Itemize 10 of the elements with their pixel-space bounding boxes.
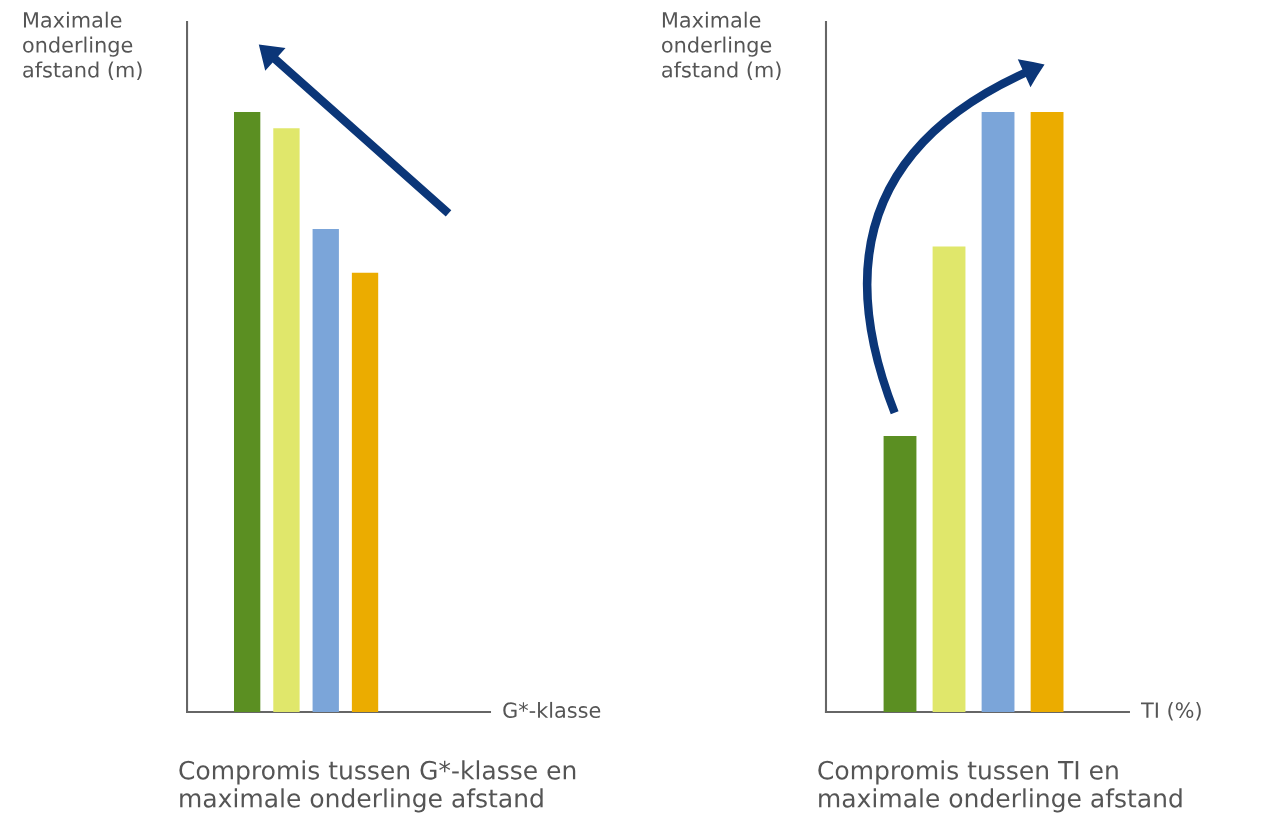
y-axis-title: Maximale onderlinge afstand (m)	[662, 11, 781, 81]
y-axis-title: Maximale onderlinge afstand (m)	[23, 11, 142, 81]
bar	[351, 272, 379, 712]
bar	[273, 128, 300, 712]
text: Compromis tussen TI en maximale onderlinge afstand	[818, 760, 1182, 813]
bar	[234, 112, 261, 712]
text: Compromis tussen G*-klasse en maximale onderlinge afstand	[179, 760, 576, 813]
x-axis-title: G*-klasse	[503, 701, 601, 719]
bar	[312, 229, 339, 712]
x-axis-title: TI (%)	[1140, 701, 1201, 721]
